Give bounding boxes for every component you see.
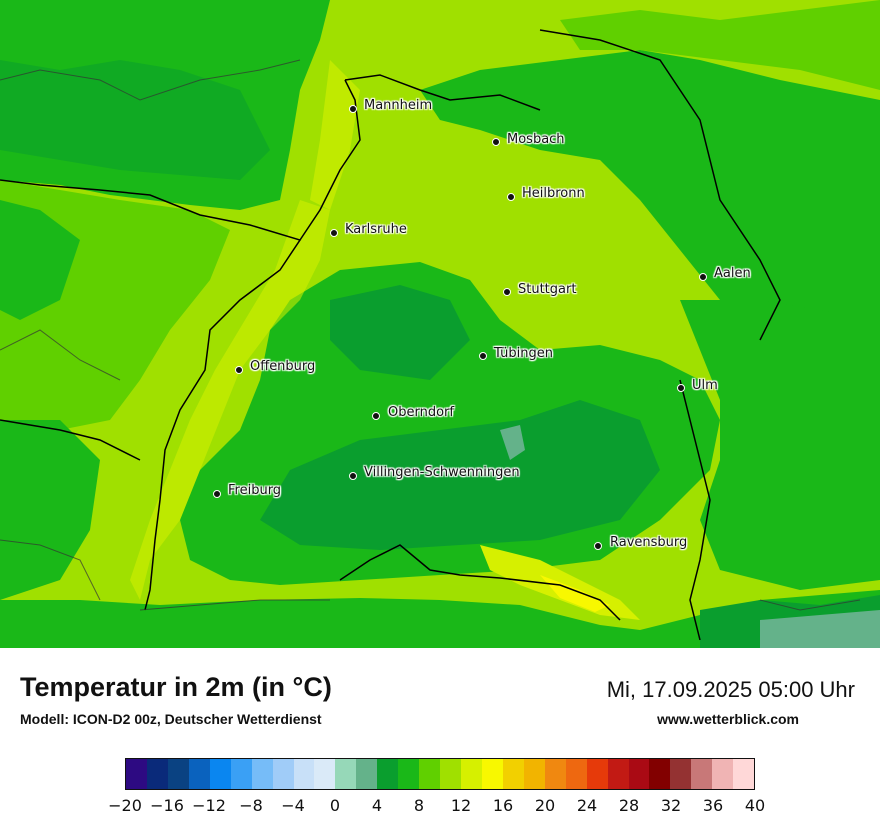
legend-swatch [146, 759, 168, 789]
legend-tick-label: −8 [239, 796, 263, 815]
city-dot-karlsruhe [330, 229, 338, 237]
city-label-mannheim: Mannheim [364, 98, 433, 113]
city-label-ulm: Ulm [692, 378, 718, 393]
city-dot-oberndorf [372, 412, 380, 420]
legend-swatch [126, 759, 147, 789]
legend-tick-label: 12 [450, 796, 472, 815]
city-dot-offenburg [235, 366, 243, 374]
city-label-karlsruhe: Karlsruhe [345, 222, 407, 237]
city-label-villingen-schwenningen: Villingen-Schwenningen [364, 465, 520, 480]
city-dot-mannheim [349, 105, 357, 113]
city-label-ravensburg: Ravensburg [610, 535, 688, 550]
legend-swatch [251, 759, 273, 789]
city-dot-villingen-schwenningen [349, 472, 357, 480]
legend-swatch [544, 759, 566, 789]
city-label-aalen: Aalen [714, 266, 751, 281]
legend-swatch [691, 759, 713, 789]
legend-swatch [335, 759, 357, 789]
city-label-freiburg: Freiburg [228, 483, 282, 498]
legend-swatch [230, 759, 252, 789]
city-dot-tuebingen [479, 352, 487, 360]
legend-swatch [167, 759, 189, 789]
city-dot-stuttgart [503, 288, 511, 296]
legend-swatch [523, 759, 545, 789]
legend-tick-label: 24 [576, 796, 598, 815]
legend-tick-label: −16 [150, 796, 184, 815]
legend-swatch [356, 759, 378, 789]
legend-swatch [712, 759, 734, 789]
legend-swatch [293, 759, 315, 789]
legend-swatch [586, 759, 608, 789]
city-dot-freiburg [213, 490, 221, 498]
legend-tick-label: 16 [492, 796, 514, 815]
legend-swatch [502, 759, 524, 789]
legend-tick-label: −4 [281, 796, 305, 815]
city-label-mosbach: Mosbach [507, 132, 565, 147]
legend-swatch [188, 759, 210, 789]
legend-swatch [670, 759, 692, 789]
legend-tick-label: 40 [744, 796, 766, 815]
legend-tick-label: 28 [618, 796, 640, 815]
legend-swatch [607, 759, 629, 789]
legend-swatch [481, 759, 503, 789]
city-label-heilbronn: Heilbronn [522, 186, 585, 201]
legend-tick-label: −20 [108, 796, 142, 815]
map-title: Temperatur in 2m (in °C) [20, 672, 332, 702]
legend-swatch [419, 759, 441, 789]
forecast-datetime: Mi, 17.09.2025 05:00 Uhr [606, 677, 855, 702]
legend-swatch [209, 759, 231, 789]
city-label-offenburg: Offenburg [250, 359, 316, 374]
legend-tick-label: 4 [371, 796, 383, 815]
city-label-tuebingen: Tübingen [494, 346, 553, 361]
website-link[interactable]: www.wetterblick.com [657, 711, 799, 727]
city-dot-ravensburg [594, 542, 602, 550]
city-label-oberndorf: Oberndorf [388, 405, 454, 420]
legend-tick-label: 32 [660, 796, 682, 815]
legend-swatch [649, 759, 671, 789]
legend-tick-label: 8 [413, 796, 425, 815]
city-dot-heilbronn [507, 193, 515, 201]
legend-swatch [565, 759, 587, 789]
legend-swatch [398, 759, 420, 789]
legend-swatch [314, 759, 336, 789]
legend-swatch [733, 759, 755, 789]
model-subtitle: Modell: ICON-D2 00z, Deutscher Wetterdie… [20, 711, 322, 727]
legend-tick-label: −12 [192, 796, 226, 815]
legend-tick-label: 36 [702, 796, 724, 815]
legend-tick-label: 20 [534, 796, 556, 815]
temperature-field [0, 0, 880, 648]
color-legend [125, 758, 755, 790]
legend-swatch [461, 759, 482, 789]
legend-swatch [628, 759, 650, 789]
city-dot-aalen [699, 273, 707, 281]
legend-swatch [272, 759, 294, 789]
city-dot-mosbach [492, 138, 500, 146]
city-label-stuttgart: Stuttgart [518, 282, 577, 297]
legend-swatch [440, 759, 461, 789]
city-dot-ulm [677, 384, 685, 392]
temperature-map[interactable]: Mannheim Mosbach Heilbronn Karlsruhe Aal… [0, 0, 880, 648]
legend-swatch [377, 759, 399, 789]
legend-tick-label: 0 [329, 796, 341, 815]
